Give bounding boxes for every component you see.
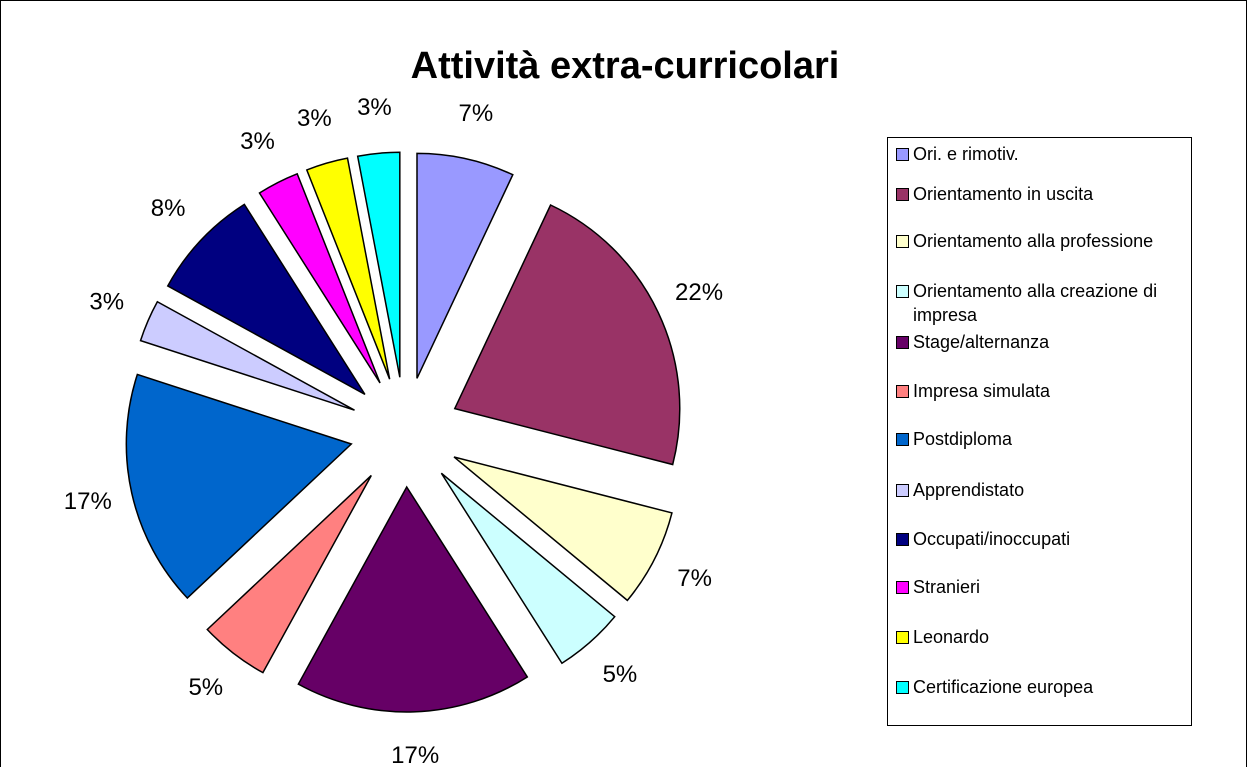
legend-item: Occupati/inoccupati bbox=[896, 527, 1186, 551]
legend-label: Leonardo bbox=[913, 627, 990, 647]
legend-label: Orientamento alla creazione di impresa bbox=[913, 281, 1158, 325]
pie-slice bbox=[416, 152, 514, 379]
data-label: 17% bbox=[64, 488, 112, 515]
pie-slice bbox=[297, 485, 529, 713]
pie-slice bbox=[166, 203, 366, 396]
legend-swatch bbox=[896, 433, 909, 446]
legend-swatch bbox=[896, 285, 909, 298]
legend-item: Impresa simulata bbox=[896, 379, 1186, 403]
legend-label: Orientamento in uscita bbox=[913, 184, 1094, 204]
pie-slice bbox=[139, 300, 355, 411]
chart-title: Attività extra-curricolari bbox=[411, 45, 840, 87]
legend-item: Stranieri bbox=[896, 575, 1186, 599]
legend-swatch bbox=[896, 484, 909, 497]
pie-slice bbox=[453, 456, 673, 602]
data-label: 3% bbox=[297, 105, 332, 132]
pie-slice bbox=[440, 472, 616, 665]
legend-label: Stage/alternanza bbox=[913, 332, 1050, 352]
legend-label: Occupati/inoccupati bbox=[913, 529, 1071, 549]
legend-label: Stranieri bbox=[913, 577, 981, 597]
legend-swatch bbox=[896, 681, 909, 694]
pie-slice bbox=[453, 203, 681, 466]
data-label: 8% bbox=[151, 195, 186, 222]
legend-swatch bbox=[896, 336, 909, 349]
data-label: 7% bbox=[677, 565, 712, 592]
legend-label: Certificazione europea bbox=[913, 677, 1094, 697]
data-label: 5% bbox=[188, 674, 223, 701]
legend-label: Orientamento alla professione bbox=[913, 231, 1154, 251]
pie-slice bbox=[125, 373, 353, 600]
legend-swatch bbox=[896, 188, 909, 201]
legend-item: Orientamento alla professione bbox=[896, 229, 1186, 253]
legend-item: Postdiploma bbox=[896, 427, 1186, 451]
data-label: 3% bbox=[89, 288, 124, 315]
legend-item: Orientamento alla creazione di impresa bbox=[896, 279, 1186, 327]
legend-label: Impresa simulata bbox=[913, 381, 1051, 401]
legend-swatch bbox=[896, 631, 909, 644]
legend-item: Apprendistato bbox=[896, 478, 1186, 502]
legend-swatch bbox=[896, 235, 909, 248]
data-label: 3% bbox=[357, 94, 392, 121]
pie-slice bbox=[356, 151, 401, 378]
legend-label: Postdiploma bbox=[913, 429, 1013, 449]
legend-swatch bbox=[896, 148, 909, 161]
legend: Ori. e rimotiv. Orientamento in uscita Ori… bbox=[887, 137, 1192, 726]
legend-swatch bbox=[896, 385, 909, 398]
legend-item: Orientamento in uscita bbox=[896, 182, 1186, 206]
data-label: 3% bbox=[240, 128, 275, 155]
pie-slice bbox=[206, 474, 372, 674]
data-label: 22% bbox=[675, 279, 723, 306]
legend-label: Ori. e rimotiv. bbox=[913, 144, 1019, 164]
pie-slice bbox=[258, 172, 381, 384]
legend-label: Apprendistato bbox=[913, 480, 1025, 500]
legend-item: Certificazione europea bbox=[896, 675, 1186, 699]
data-label: 5% bbox=[603, 661, 638, 688]
data-label: 17% bbox=[391, 742, 439, 767]
legend-item: Ori. e rimotiv. bbox=[896, 142, 1186, 166]
legend-swatch bbox=[896, 533, 909, 546]
data-label: 7% bbox=[459, 100, 494, 127]
pie-slice bbox=[305, 157, 391, 380]
legend-item: Leonardo bbox=[896, 625, 1186, 649]
legend-item: Stage/alternanza bbox=[896, 330, 1186, 354]
legend-swatch bbox=[896, 581, 909, 594]
